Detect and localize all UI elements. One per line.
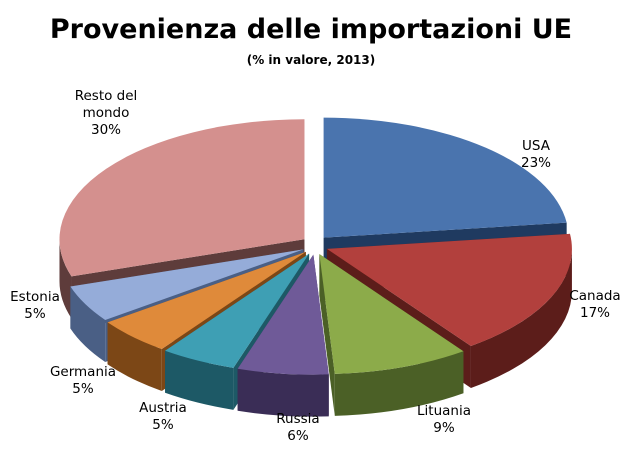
pie-slices bbox=[59, 117, 572, 417]
slice-russia-outer-wall bbox=[237, 368, 329, 417]
slice-germania-outer-wall bbox=[107, 322, 162, 391]
slice-lituania-wall-end bbox=[319, 254, 335, 416]
slice-label-russia-percent: 6% bbox=[287, 428, 309, 444]
slice-label-estonia-percent: 5% bbox=[24, 306, 46, 322]
slice-label-lituania-percent: 9% bbox=[433, 420, 455, 436]
slice-label-resto-del-mondo-name: mondo bbox=[83, 105, 130, 121]
chart-subtitle: (% in valore, 2013) bbox=[247, 53, 375, 67]
slice-label-resto-del-mondo-percent: 30% bbox=[91, 122, 121, 138]
slice-label-canada-percent: 17% bbox=[580, 305, 610, 321]
slice-label-austria-percent: 5% bbox=[152, 417, 174, 433]
slice-lituania-outer-wall bbox=[334, 351, 464, 416]
slice-resto-del-mondo-top bbox=[59, 119, 305, 277]
slice-austria-top bbox=[165, 253, 310, 368]
slice-estonia-top bbox=[70, 249, 304, 320]
slice-germania-top bbox=[107, 251, 306, 349]
slice-label-resto-del-mondo-name: Resto del bbox=[75, 88, 138, 104]
chart-title: Provenienza delle importazioni UE bbox=[50, 14, 572, 45]
slice-lituania bbox=[319, 254, 464, 416]
slice-label-usa-percent: 23% bbox=[521, 155, 551, 171]
slice-lituania-top bbox=[319, 254, 464, 374]
slice-russia-top bbox=[237, 254, 329, 375]
slice-resto-del-mondo-outer-wall bbox=[59, 239, 72, 319]
slice-label-usa-name: USA bbox=[522, 138, 551, 154]
slice-russia bbox=[237, 254, 329, 417]
slice-label-germania-name: Germania bbox=[50, 364, 116, 380]
slice-label-austria-name: Austria bbox=[139, 400, 187, 416]
slice-canada-top bbox=[326, 233, 572, 346]
slice-label-canada-name: Canada bbox=[569, 288, 620, 304]
slice-austria-outer-wall bbox=[165, 350, 234, 410]
slice-estonia-outer-wall bbox=[70, 286, 106, 362]
slice-label-lituania-name: Lituania bbox=[417, 403, 471, 419]
slice-label-estonia-name: Estonia bbox=[10, 289, 60, 305]
slice-label-germania-percent: 5% bbox=[72, 381, 94, 397]
slice-canada-outer-wall bbox=[470, 248, 572, 388]
slice-usa-top bbox=[323, 117, 567, 238]
slice-label-russia-name: Russia bbox=[276, 411, 319, 427]
